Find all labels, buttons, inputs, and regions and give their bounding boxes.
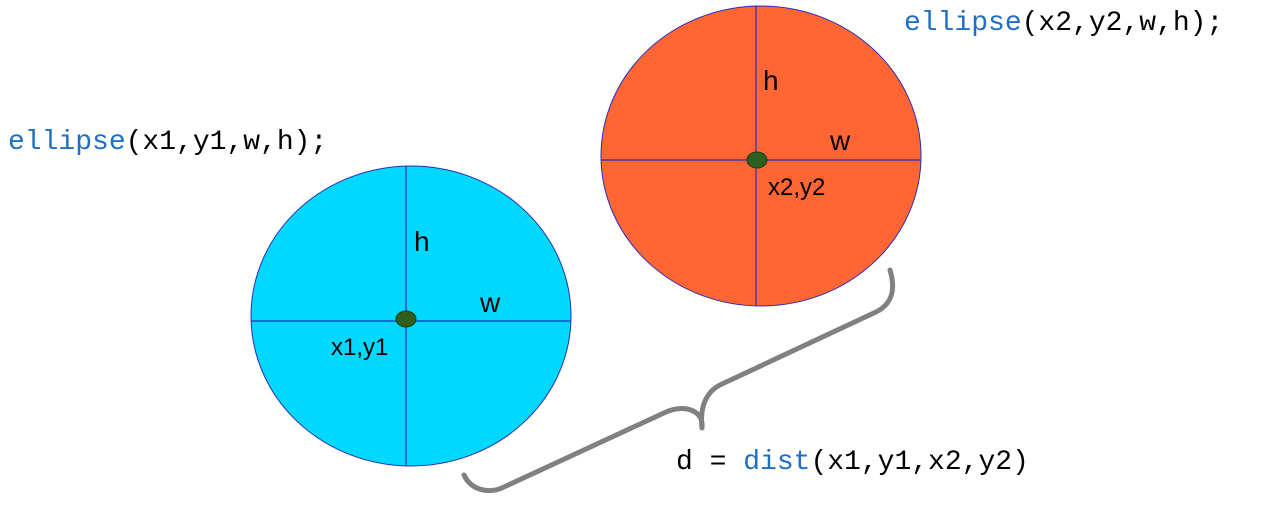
circle-1-center-label: x1,y1 — [331, 334, 388, 361]
code-dist-prefix: d = — [676, 447, 743, 478]
circle-1-h-label: h — [414, 226, 430, 257]
code-ellipse-2-args: (x2,y2,w,h); — [1022, 8, 1224, 39]
circle-2-center-label: x2,y2 — [768, 174, 825, 201]
code-ellipse-1-fn: ellipse — [8, 127, 126, 158]
circle-1-center-dot — [396, 311, 416, 327]
code-dist: d = dist(x1,y1,x2,y2) — [676, 449, 1029, 477]
code-dist-fn: dist — [743, 447, 810, 478]
code-ellipse-1-args: (x1,y1,w,h); — [126, 127, 328, 158]
code-dist-args: (x1,y1,x2,y2) — [810, 447, 1028, 478]
code-ellipse-2: ellipse(x2,y2,w,h); — [904, 10, 1223, 38]
circle-1-w-label: w — [479, 287, 501, 318]
circle-2-h-label: h — [763, 65, 779, 96]
code-ellipse-2-fn: ellipse — [904, 8, 1022, 39]
circle-1: h w x1,y1 — [251, 166, 571, 466]
circle-2-w-label: w — [829, 125, 851, 156]
circle-2-center-dot — [747, 152, 767, 168]
code-ellipse-1: ellipse(x1,y1,w,h); — [8, 129, 327, 157]
circle-2: h w x2,y2 — [601, 6, 921, 306]
